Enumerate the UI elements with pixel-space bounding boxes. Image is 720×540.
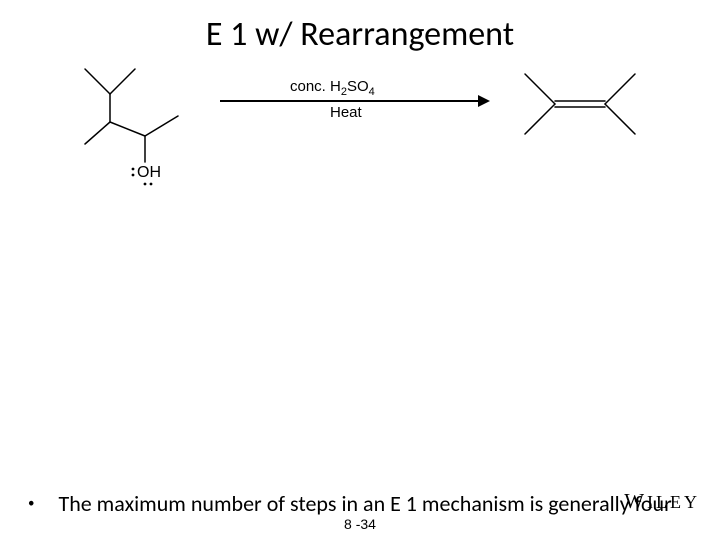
bullet-item: • The maximum number of steps in an E 1 … xyxy=(28,490,700,518)
reactant-structure: OH xyxy=(50,64,210,194)
bullet-text: The maximum number of steps in an E 1 me… xyxy=(58,490,700,518)
reaction-diagram: OH conc. H2SO4 Heat xyxy=(30,64,690,204)
reaction-arrow-head xyxy=(478,95,490,107)
bullet-list: • The maximum number of steps in an E 1 … xyxy=(28,490,700,518)
product-structure xyxy=(500,64,660,184)
reaction-conditions-top: conc. H2SO4 xyxy=(290,78,375,98)
slide-title: E 1 w/ Rearrangement xyxy=(0,0,720,55)
bullet-marker: • xyxy=(28,490,34,518)
publisher-logo: WILEY xyxy=(624,489,700,514)
reaction-arrow-line xyxy=(220,100,480,102)
reaction-conditions-bottom: Heat xyxy=(330,104,362,121)
svg-text:OH: OH xyxy=(137,164,161,181)
page-number: 8 -34 xyxy=(344,516,376,532)
